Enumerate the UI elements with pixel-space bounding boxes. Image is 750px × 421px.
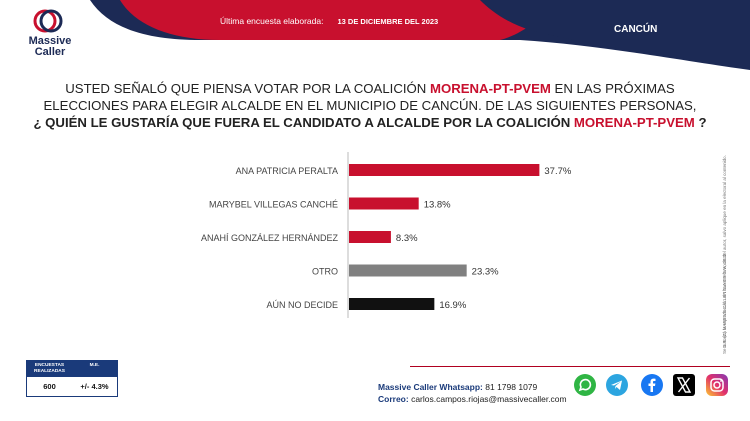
stats-value-row: 600 +/- 4.3%	[27, 377, 117, 396]
header-background	[90, 0, 750, 70]
question-line3-a: ¿ QUIÉN LE GUSTARÍA QUE FUERA EL CANDIDA…	[33, 115, 574, 130]
header-band	[0, 0, 750, 70]
category-label: AÚN NO DECIDE	[266, 300, 338, 310]
logo-text: Massive Caller	[18, 36, 82, 58]
value-label: 37.7%	[544, 166, 571, 177]
telegram-icon[interactable]	[605, 373, 629, 397]
stats-header-row: ENCUESTAS REALIZADAS M.E.	[27, 361, 117, 377]
logo-line1: Massive	[28, 35, 72, 47]
question-line3-c: ?	[694, 115, 707, 130]
logo-icon	[33, 9, 63, 33]
bar	[349, 231, 391, 243]
question-text: USTED SEÑALÓ QUE PIENSA VOTAR POR LA COA…	[30, 80, 710, 131]
stats-table: ENCUESTAS REALIZADAS M.E. 600 +/- 4.3%	[26, 360, 118, 397]
stats-col1-header: ENCUESTAS REALIZADAS	[34, 363, 65, 374]
email-label: Correo:	[378, 394, 409, 404]
x-icon[interactable]	[672, 373, 696, 397]
question-line1: USTED SEÑALÓ QUE PIENSA VOTAR POR LA COA…	[30, 80, 710, 97]
whatsapp-number[interactable]: 81 1798 1079	[485, 382, 538, 392]
coalition-name: MORENA-PT-PVEM	[429, 81, 551, 96]
surveys-count: 600	[43, 382, 56, 391]
question-line1-a: USTED SEÑALÓ QUE PIENSA VOTAR POR LA COA…	[65, 81, 430, 96]
category-label: ANA PATRICIA PERALTA	[236, 166, 338, 176]
bar	[349, 264, 467, 277]
stats-col2-header: M.E.	[89, 363, 100, 368]
question-line2: ELECCIONES PARA ELEGIR ALCALDE EN EL MUN…	[43, 98, 697, 113]
email-address[interactable]: carlos.campos.riojas@massivecaller.com	[411, 394, 567, 404]
logo-line2: Caller	[34, 46, 66, 58]
massive-caller-logo: Massive Caller	[18, 6, 82, 64]
category-label: MARYBEL VILLEGAS CANCHÉ	[209, 200, 338, 210]
bar	[349, 298, 435, 310]
category-label: ANAHÍ GONZÁLEZ HERNÁNDEZ	[201, 233, 339, 243]
email-line: Correo: carlos.campos.riojas@massivecall…	[378, 393, 567, 405]
question-line3: ¿ QUIÉN LE GUSTARÍA QUE FUERA EL CANDIDA…	[30, 114, 710, 131]
survey-date-line: Última encuesta elaborada: 13 DE DICIEMBR…	[220, 16, 438, 26]
city-label: CANCÚN	[614, 24, 658, 35]
bar	[349, 197, 419, 210]
value-label: 8.3%	[396, 233, 418, 244]
whatsapp-label: Massive Caller Whatsapp:	[378, 382, 483, 392]
survey-date: 13 DE DICIEMBRE DEL 2023	[337, 17, 439, 26]
survey-label: Última encuesta elaborada:	[220, 16, 324, 26]
contact-info: Massive Caller Whatsapp: 81 1798 1079 Co…	[378, 381, 567, 405]
value-label: 13.8%	[424, 200, 451, 211]
bar	[349, 164, 540, 176]
footer-divider	[410, 366, 730, 367]
whatsapp-icon[interactable]	[573, 373, 597, 397]
question-line1-c: EN LAS PRÓXIMAS	[550, 81, 675, 96]
value-label: 16.9%	[439, 300, 466, 311]
coalition-name-2: MORENA-PT-PVEM	[573, 115, 695, 130]
facebook-icon[interactable]	[640, 373, 664, 397]
category-label: OTRO	[312, 267, 338, 277]
value-label: 23.3%	[472, 267, 499, 278]
margin-of-error: +/- 4.3%	[80, 382, 109, 391]
whatsapp-line: Massive Caller Whatsapp: 81 1798 1079	[378, 381, 567, 393]
bar-chart: ANA PATRICIA PERALTA 37.7% MARYBEL VILLEGA…	[201, 152, 572, 318]
instagram-icon[interactable]	[705, 373, 729, 397]
